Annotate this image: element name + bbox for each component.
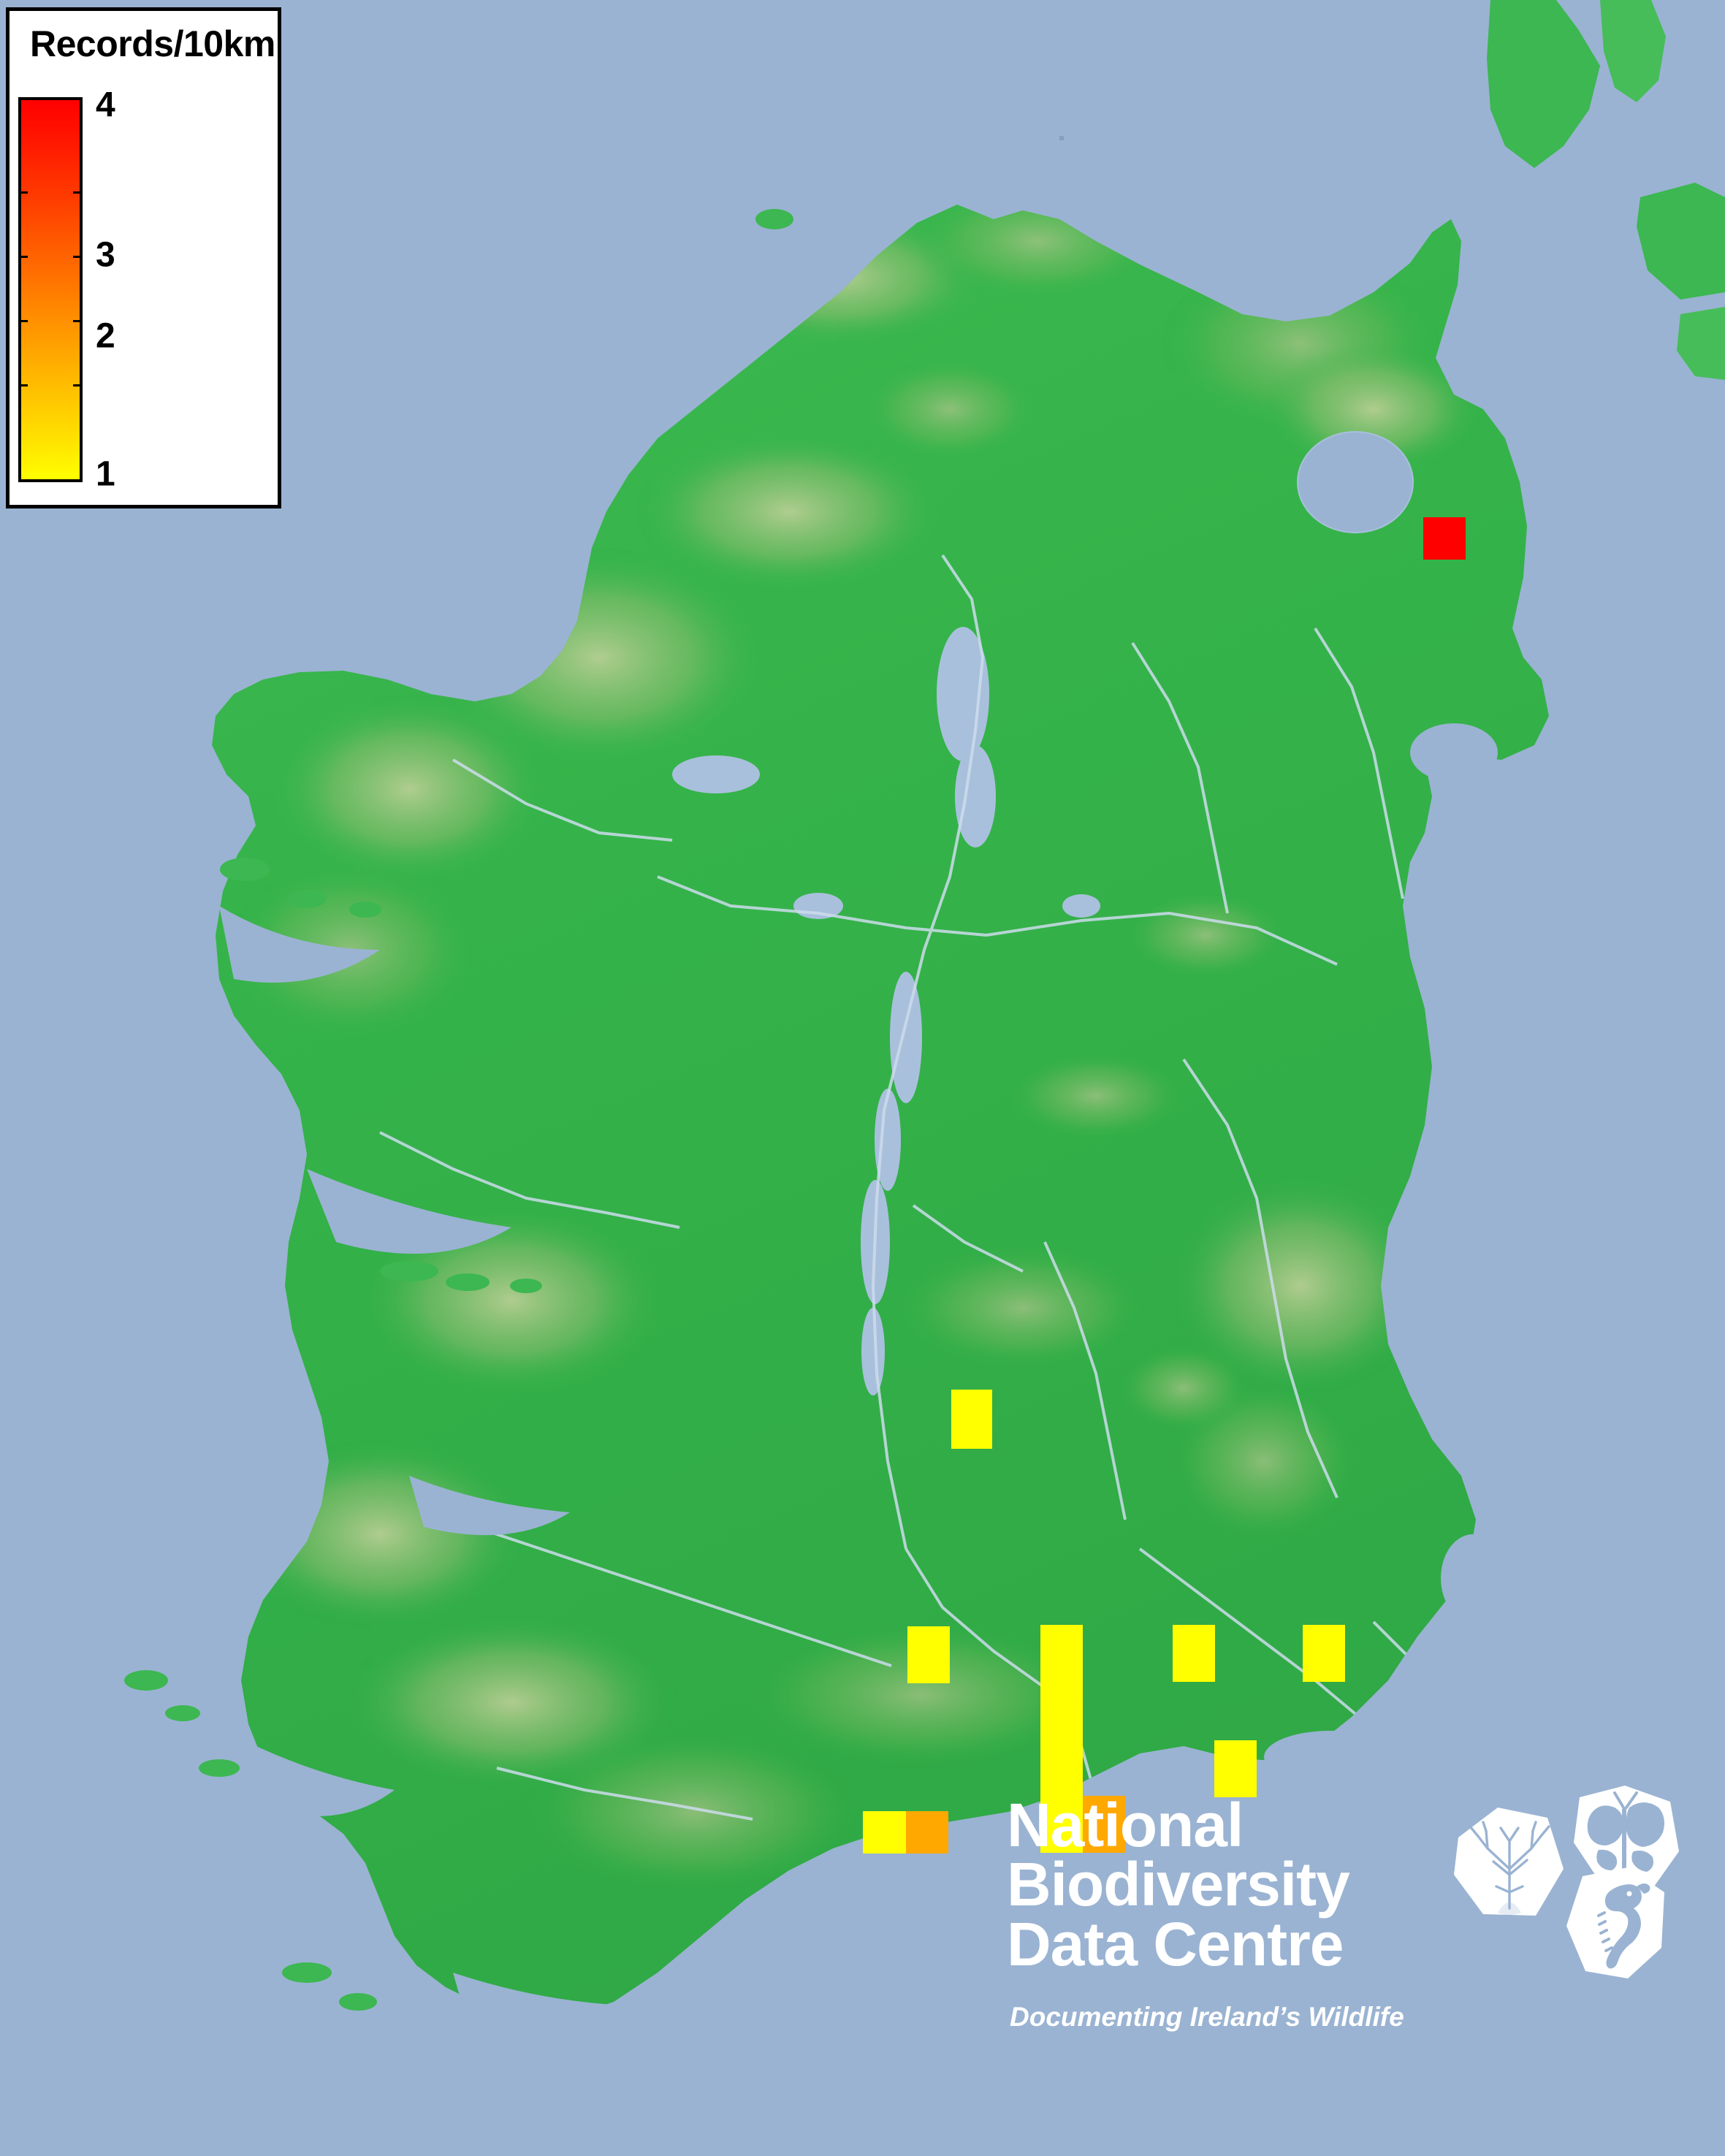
colorbar-gradient [18, 97, 83, 482]
logo-line-3: Data Centre [1007, 1909, 1344, 1978]
colorbar-tick [73, 320, 80, 323]
colorbar-tick [20, 384, 28, 387]
legend-panel: Records/10km 4 3 2 1 [6, 7, 281, 508]
colorbar-wrapper: 4 3 2 1 [18, 85, 115, 494]
colorbar-label-2: 2 [96, 316, 115, 356]
colorbar-tick [73, 191, 80, 194]
logo-line-2: Biodiversity [1007, 1850, 1350, 1919]
logo-tagline: Documenting Ireland’s Wildlife [1010, 2002, 1404, 2032]
record-square-midlands-laois [951, 1390, 992, 1449]
record-square-north-east-antrim [1423, 517, 1466, 560]
adjacent-landmasses [1059, 0, 1725, 380]
colorbar-tick [73, 255, 80, 258]
record-square-waterford-east [1083, 1796, 1125, 1853]
record-square-kilkenny-north [1040, 1625, 1083, 1682]
logo-hexagon-marks [1454, 1786, 1679, 1978]
colorbar-label-4: 4 [96, 85, 115, 125]
colorbar-tick [20, 255, 28, 258]
colorbar-tick [20, 320, 28, 323]
record-square-kilkenny-south [1040, 1739, 1083, 1796]
rivers-and-boundaries [379, 554, 1477, 1821]
record-square-waterford-north [1040, 1796, 1083, 1853]
logo-line-1: National [1007, 1791, 1244, 1859]
record-square-wexford-east [1303, 1625, 1345, 1682]
record-square-cork-harbour-west [863, 1811, 906, 1854]
colorbar-label-3: 3 [96, 235, 115, 275]
record-square-kilkenny-mid [1040, 1682, 1083, 1739]
record-square-wexford-west [1214, 1740, 1257, 1797]
legend-title: Records/10km [30, 23, 275, 64]
tree-icon [1454, 1808, 1564, 1916]
nbdc-logo: National Biodiversity Data Centre Docume… [1007, 1783, 1708, 2148]
colorbar-tick [73, 384, 80, 387]
west-coast-islands [124, 209, 793, 2011]
record-square-cork-harbour-east [906, 1811, 948, 1854]
record-square-north-tipperary [907, 1626, 950, 1683]
butterfly-icon [1574, 1786, 1679, 1886]
record-square-carlow [1173, 1625, 1215, 1682]
colorbar-label-1: 1 [96, 454, 115, 494]
colorbar-tick [20, 191, 28, 194]
seahorse-icon [1566, 1867, 1664, 1978]
logo-wordmark: National Biodiversity Data Centre [1007, 1791, 1474, 1978]
coastal-bays [219, 433, 1505, 2032]
